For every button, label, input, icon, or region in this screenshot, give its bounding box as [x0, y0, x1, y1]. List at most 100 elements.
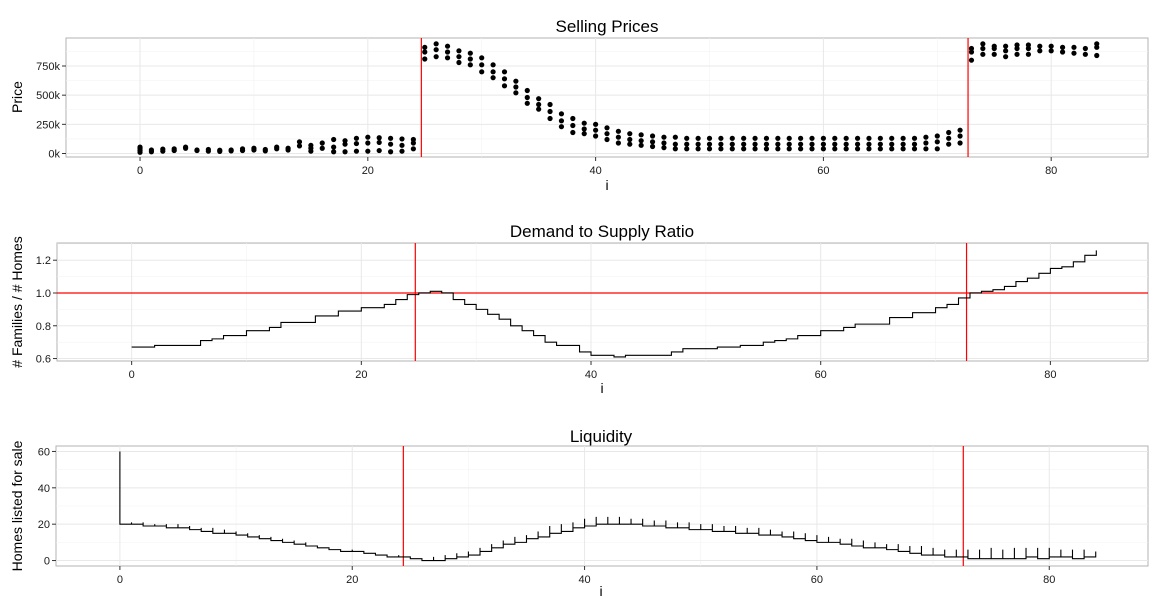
selling-prices-data-point	[1025, 51, 1032, 57]
selling-prices-data-point	[809, 146, 815, 152]
liquidity-y-tick-label: 0	[44, 556, 50, 568]
demand-supply-x-tick-label: 80	[1044, 369, 1056, 381]
liquidity-x-tick-label: 40	[578, 574, 590, 586]
selling-prices-data-point	[775, 141, 781, 147]
selling-prices-data-point	[342, 138, 348, 144]
selling-prices-data-point	[798, 135, 804, 141]
selling-prices-data-point	[752, 135, 758, 141]
selling-prices-data-point	[991, 43, 997, 49]
selling-prices-data-point	[980, 45, 986, 52]
selling-prices-data-point	[399, 142, 405, 148]
selling-prices-data-point	[1025, 42, 1032, 48]
selling-prices-data-point	[706, 135, 713, 141]
selling-prices-data-point	[513, 84, 519, 90]
selling-prices-data-point	[524, 100, 530, 106]
selling-prices-data-point	[877, 146, 883, 152]
selling-prices-data-point	[786, 135, 792, 141]
selling-prices-data-point	[729, 146, 735, 152]
selling-prices-data-point	[684, 146, 690, 152]
selling-prices-data-point	[832, 146, 838, 152]
selling-prices-data-point	[456, 54, 462, 60]
selling-prices-data-point	[877, 135, 883, 141]
selling-prices-data-point	[866, 141, 872, 147]
selling-prices-x-tick-label: 60	[817, 165, 829, 177]
selling-prices-data-point	[182, 144, 189, 150]
selling-prices-data-point	[433, 54, 439, 60]
selling-prices-data-point	[889, 146, 895, 152]
selling-prices-data-point	[308, 142, 314, 148]
selling-prices-data-point	[570, 129, 576, 136]
selling-prices-data-point	[718, 146, 724, 152]
demand-supply-y-tick-label: 0.8	[36, 321, 51, 333]
selling-prices-data-point	[319, 140, 325, 146]
liquidity-line	[119, 451, 1097, 562]
selling-prices-data-point	[832, 135, 838, 141]
selling-prices-data-point	[809, 141, 815, 147]
selling-prices-data-point	[581, 120, 587, 126]
selling-prices-data-point	[911, 146, 918, 152]
selling-prices-data-point	[388, 149, 394, 155]
selling-prices-data-point	[957, 127, 963, 133]
selling-prices-data-point	[991, 51, 997, 57]
selling-prices-data-point	[615, 134, 621, 140]
selling-prices-x-tick-label: 0	[137, 165, 143, 177]
selling-prices-data-point	[547, 101, 553, 108]
selling-prices-data-point	[672, 141, 678, 147]
selling-prices-data-point	[638, 132, 644, 138]
selling-prices-y-tick-label: 500k	[36, 90, 60, 102]
demand-supply-ratio-line	[131, 250, 1097, 358]
selling-prices-x-tick-label: 20	[362, 165, 374, 177]
selling-prices-data-point	[684, 135, 690, 141]
selling-prices-points	[137, 41, 1100, 155]
selling-prices-data-point	[911, 135, 918, 141]
selling-prices-data-point	[946, 129, 952, 136]
selling-prices-data-point	[331, 144, 337, 150]
selling-prices-data-point	[479, 55, 485, 61]
selling-prices-data-point	[798, 141, 804, 147]
selling-prices-data-point	[820, 146, 827, 152]
selling-prices-data-point	[1048, 48, 1054, 54]
selling-prices-data-point	[1003, 43, 1009, 49]
selling-prices-data-point	[444, 49, 451, 55]
selling-prices-data-point	[137, 144, 143, 150]
selling-prices-data-point	[501, 69, 508, 75]
selling-prices-data-point	[877, 141, 883, 147]
selling-prices-data-point	[1059, 49, 1066, 55]
selling-prices-data-point	[1094, 41, 1100, 47]
selling-prices-data-point	[558, 111, 565, 117]
selling-prices-data-point	[729, 135, 735, 141]
selling-prices-data-point	[934, 146, 940, 152]
selling-prices-data-point	[968, 57, 975, 63]
selling-prices-data-point	[239, 146, 246, 152]
selling-prices-data-point	[649, 143, 656, 150]
demand-supply-x-tick-label: 60	[815, 369, 827, 381]
selling-prices-data-point	[1071, 44, 1077, 50]
selling-prices-data-point	[615, 140, 621, 146]
selling-prices-data-point	[513, 78, 519, 84]
selling-prices-y-tick-label: 250k	[36, 119, 60, 131]
selling-prices-data-point	[1071, 50, 1077, 56]
liquidity-reference-lines	[402, 446, 964, 566]
selling-prices-data-point	[479, 62, 485, 68]
selling-prices-data-point	[889, 135, 895, 141]
selling-prices-data-point	[741, 146, 747, 152]
selling-prices-data-point	[718, 141, 724, 147]
selling-prices-data-point	[331, 149, 337, 155]
selling-prices-data-point	[194, 147, 200, 153]
selling-prices-data-point	[695, 146, 701, 152]
selling-prices-data-point	[456, 48, 462, 54]
selling-prices-data-point	[900, 135, 906, 141]
selling-prices-data-point	[923, 140, 929, 146]
selling-prices-data-point	[581, 126, 587, 132]
selling-prices-data-point	[638, 142, 644, 148]
selling-prices-data-point	[786, 146, 792, 152]
selling-prices-data-point	[467, 62, 473, 68]
selling-prices-data-point	[843, 135, 849, 141]
selling-prices-title: Selling Prices	[556, 17, 659, 36]
selling-prices-data-point	[501, 76, 508, 82]
selling-prices-data-point	[536, 101, 542, 108]
selling-prices-data-point	[1003, 48, 1009, 54]
selling-prices-x-tick-label: 80	[1045, 165, 1057, 177]
selling-prices-data-point	[422, 56, 428, 62]
